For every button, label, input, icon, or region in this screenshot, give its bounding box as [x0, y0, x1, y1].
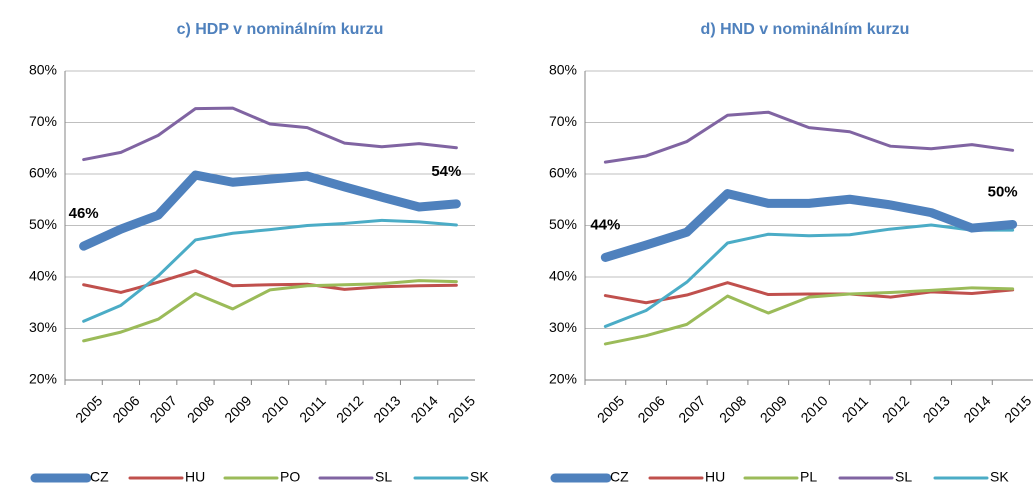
legend-label: CZ [610, 469, 629, 485]
x-tick-label: 2006 [635, 392, 668, 425]
legend-label: PO [280, 469, 300, 485]
x-tick-label: 2010 [258, 392, 291, 425]
x-tick-label: 2015 [1001, 392, 1034, 425]
data-label: 46% [69, 205, 99, 222]
line-series [600, 189, 1018, 262]
x-tick-label: 2007 [675, 392, 708, 425]
chart-title: d) HND v nominálním kurzu [701, 21, 910, 38]
y-tick-label: 20% [29, 371, 57, 387]
x-tick-label: 2006 [109, 392, 142, 425]
data-label: 50% [988, 183, 1018, 200]
x-tick-label: 2013 [370, 392, 403, 425]
x-tick-label: 2005 [594, 392, 627, 425]
y-tick-label: 70% [549, 113, 577, 129]
line-series [603, 286, 1015, 346]
line-series [603, 281, 1015, 305]
y-tick-label: 50% [29, 216, 57, 232]
data-label: 54% [431, 163, 461, 180]
x-tick-label: 2009 [221, 392, 254, 425]
legend-label: SK [470, 469, 489, 485]
y-tick-label: 20% [549, 371, 577, 387]
y-tick-label: 50% [549, 216, 577, 232]
legend-label: CZ [90, 469, 109, 485]
y-tick-label: 30% [549, 319, 577, 335]
x-tick-label: 2012 [879, 392, 912, 425]
y-tick-label: 80% [549, 62, 577, 78]
x-tick-label: 2014 [408, 392, 441, 425]
y-tick-label: 40% [549, 268, 577, 284]
x-tick-label: 2009 [757, 392, 790, 425]
line-series [603, 110, 1015, 164]
legend-label: SL [375, 469, 392, 485]
x-tick-label: 2010 [797, 392, 830, 425]
legend-label: HU [185, 469, 205, 485]
line-series [79, 170, 461, 251]
data-label: 44% [590, 216, 620, 233]
y-tick-label: 40% [29, 268, 57, 284]
y-tick-label: 70% [29, 113, 57, 129]
chart-title: c) HDP v nominálním kurzu [177, 21, 384, 38]
x-tick-label: 2011 [296, 393, 329, 426]
legend-label: PL [800, 469, 817, 485]
y-tick-label: 30% [29, 319, 57, 335]
legend-label: SK [990, 469, 1009, 485]
x-tick-label: 2005 [72, 392, 105, 425]
y-tick-label: 60% [29, 165, 57, 181]
legend-label: HU [705, 469, 725, 485]
x-tick-label: 2014 [960, 392, 993, 425]
line-series [82, 106, 458, 162]
x-tick-label: 2008 [716, 392, 749, 425]
x-tick-label: 2011 [839, 393, 872, 426]
y-tick-label: 60% [549, 165, 577, 181]
line-series [82, 279, 458, 343]
x-tick-label: 2012 [333, 392, 366, 425]
x-tick-label: 2015 [445, 392, 478, 425]
y-tick-label: 80% [29, 62, 57, 78]
x-tick-label: 2013 [920, 392, 953, 425]
x-tick-label: 2007 [147, 392, 180, 425]
line-series [603, 223, 1015, 328]
line-series [82, 218, 458, 323]
legend-label: SL [895, 469, 912, 485]
x-tick-label: 2008 [184, 392, 217, 425]
